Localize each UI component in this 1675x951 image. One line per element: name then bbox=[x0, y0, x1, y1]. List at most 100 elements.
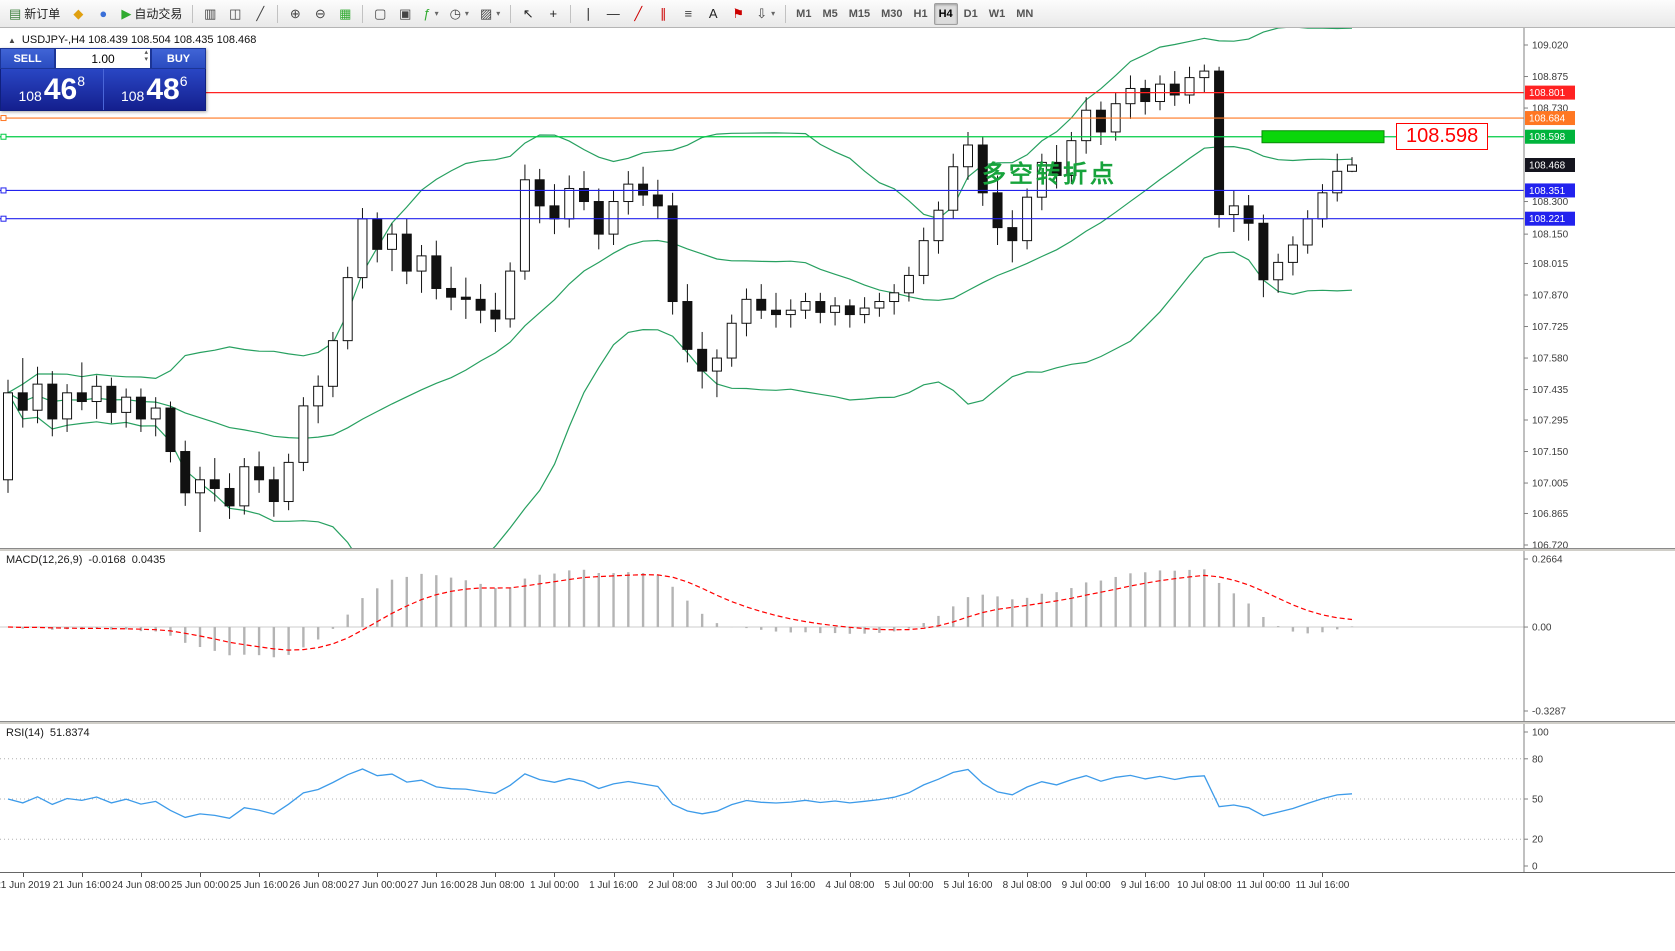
horizontal-line-button[interactable]: — bbox=[601, 3, 625, 25]
time-label: 25 Jun 16:00 bbox=[230, 880, 288, 891]
macd-value-2: 0.0435 bbox=[131, 554, 166, 566]
svg-text:0.2664: 0.2664 bbox=[1532, 555, 1563, 566]
window-separator[interactable] bbox=[0, 721, 1675, 724]
candlestick-mode-button[interactable]: ◫ bbox=[223, 3, 247, 25]
cascade-windows-button[interactable]: ▢ bbox=[368, 3, 392, 25]
time-label: 25 Jun 00:00 bbox=[171, 880, 229, 891]
volume-value[interactable]: 1.00 bbox=[91, 51, 115, 66]
vertical-line-button[interactable]: ∣ bbox=[576, 3, 600, 25]
time-label: 9 Jul 00:00 bbox=[1061, 880, 1111, 891]
time-tick bbox=[968, 873, 969, 877]
toolbar: ▤ 新订单 ◆ ● ▶ 自动交易 ▥ ◫ ╱ ⊕ ⊖ ▦ ▢ ▣ ƒ ▾ ◷ ▾ ▨ ▾ ↖ + ∣ — ╱ ∥ ≡ A ⚑ ⇩ ▾ M1 M5… bbox=[0, 0, 1675, 28]
autotrading-button[interactable]: ▶ 自动交易 bbox=[116, 3, 187, 25]
templates-button-icon: ▨ bbox=[479, 6, 493, 21]
bar-chart-mode-button[interactable]: ▥ bbox=[198, 3, 222, 25]
macd-chart[interactable]: 0.2664 0.00 -0.3287 bbox=[0, 551, 1675, 721]
time-label: 9 Jul 16:00 bbox=[1120, 880, 1170, 891]
timeframe-m5-label: M5 bbox=[822, 7, 838, 20]
time-axis[interactable]: 21 Jun 2019 21 Jun 16:00 24 Jun 08:00 25 Ju… bbox=[0, 872, 1675, 895]
svg-text:0.00: 0.00 bbox=[1532, 623, 1552, 634]
horizontal-line-button-icon: — bbox=[606, 6, 620, 21]
macd-axis[interactable]: 0.2664 0.00 -0.3287 bbox=[1523, 551, 1675, 721]
window-separator[interactable] bbox=[0, 548, 1675, 551]
timeframe-mn[interactable]: MN bbox=[1011, 3, 1038, 25]
auto-scroll-button[interactable]: ▦ bbox=[333, 3, 357, 25]
macd-label: MACD(12,26,9) -0.0168 0.0435 bbox=[6, 554, 165, 566]
rsi-name: RSI(14) bbox=[6, 727, 44, 739]
rsi-chart[interactable]: 100 80 50 20 0 bbox=[0, 724, 1675, 872]
text-button[interactable]: A bbox=[701, 3, 725, 25]
svg-text:108.468: 108.468 bbox=[1529, 161, 1566, 172]
time-tick bbox=[200, 873, 201, 877]
tile-windows-button[interactable]: ▣ bbox=[393, 3, 417, 25]
cursor-button-icon: ↖ bbox=[522, 6, 534, 21]
mql5-icon-button[interactable]: ◆ bbox=[66, 3, 90, 25]
volume-steppers[interactable]: ▴ ▾ bbox=[144, 49, 148, 63]
fibonacci-button[interactable]: ≡ bbox=[676, 3, 700, 25]
timeframe-w1[interactable]: W1 bbox=[984, 3, 1011, 25]
time-tick bbox=[1204, 873, 1206, 877]
periods-button-dropdown-icon[interactable]: ▾ bbox=[464, 9, 469, 18]
channel-button[interactable]: ∥ bbox=[651, 3, 675, 25]
volume-down-icon[interactable]: ▾ bbox=[144, 56, 148, 63]
timeframe-m1[interactable]: M1 bbox=[791, 3, 816, 25]
time-tick bbox=[436, 873, 438, 877]
price-axis[interactable]: 109.020 108.875 108.730 108.300 108.150 108.0… bbox=[1523, 28, 1675, 548]
arrows-button-dropdown-icon[interactable]: ▾ bbox=[771, 9, 776, 18]
toolbar-separator bbox=[570, 4, 572, 23]
tile-windows-button-icon: ▣ bbox=[399, 6, 412, 21]
bollinger-lower-band bbox=[7, 251, 1353, 548]
main-chart[interactable]: 109.020 108.875 108.730 108.300 108.150 108.0… bbox=[0, 28, 1675, 548]
volume-up-icon[interactable]: ▴ bbox=[144, 49, 148, 56]
timeframe-m15[interactable]: M15 bbox=[844, 3, 875, 25]
symbol-info: ▲ USDJPY-,H4 108.439 108.504 108.435 108… bbox=[8, 34, 256, 46]
community-icon-button[interactable]: ● bbox=[91, 3, 115, 25]
sell-button[interactable]: SELL bbox=[0, 48, 55, 69]
auto-scroll-button-icon: ▦ bbox=[339, 6, 352, 21]
highlight-rectangle[interactable] bbox=[1261, 130, 1385, 144]
timeframe-m30[interactable]: M30 bbox=[876, 3, 907, 25]
svg-text:107.150: 107.150 bbox=[1532, 447, 1569, 458]
timeframe-m30-label: M30 bbox=[881, 7, 903, 20]
rsi-axis[interactable]: 100 80 50 20 0 bbox=[1523, 724, 1675, 872]
crosshair-button[interactable]: + bbox=[541, 3, 565, 25]
indicators-button-dropdown-icon[interactable]: ▾ bbox=[434, 9, 439, 18]
toolbar-separator bbox=[362, 4, 364, 23]
line-chart-mode-button[interactable]: ╱ bbox=[248, 3, 272, 25]
periods-button-icon: ◷ bbox=[449, 6, 461, 21]
zoom-in-button[interactable]: ⊕ bbox=[283, 3, 307, 25]
templates-button[interactable]: ▨ ▾ bbox=[475, 3, 505, 25]
svg-text:107.005: 107.005 bbox=[1532, 479, 1569, 490]
collapse-panel-icon[interactable]: ▲ bbox=[8, 35, 16, 45]
indicators-button[interactable]: ƒ ▾ bbox=[418, 3, 443, 25]
time-tick bbox=[377, 873, 379, 877]
sell-price[interactable]: 108 46 8 bbox=[1, 69, 103, 110]
zoom-out-button[interactable]: ⊖ bbox=[308, 3, 332, 25]
rsi-line bbox=[7, 768, 1353, 819]
new-order-button-label: 新订单 bbox=[24, 7, 61, 21]
buy-button[interactable]: BUY bbox=[151, 48, 206, 69]
cursor-button[interactable]: ↖ bbox=[516, 3, 540, 25]
time-tick bbox=[849, 873, 851, 877]
periods-button[interactable]: ◷ ▾ bbox=[445, 3, 474, 25]
trendline-button[interactable]: ╱ bbox=[626, 3, 650, 25]
label-button[interactable]: ⚑ bbox=[726, 3, 750, 25]
macd-plot bbox=[0, 569, 1524, 658]
timeframe-m5[interactable]: M5 bbox=[817, 3, 842, 25]
sell-price-big: 46 bbox=[43, 72, 78, 106]
new-order-button[interactable]: ▤ 新订单 bbox=[4, 3, 65, 25]
volume-field[interactable]: 1.00 ▴ ▾ bbox=[55, 48, 151, 69]
indicators-button-icon: ƒ bbox=[423, 6, 431, 21]
timeframe-m1-label: M1 bbox=[796, 7, 812, 20]
rsi-plot bbox=[0, 758, 1524, 840]
timeframe-h4[interactable]: H4 bbox=[933, 2, 958, 25]
svg-text:108.351: 108.351 bbox=[1529, 186, 1566, 197]
plot-area[interactable] bbox=[0, 28, 1524, 548]
templates-button-dropdown-icon[interactable]: ▾ bbox=[496, 9, 501, 18]
timeframe-d1[interactable]: D1 bbox=[959, 3, 983, 25]
timeframe-h1[interactable]: H1 bbox=[909, 3, 933, 25]
arrows-button[interactable]: ⇩ ▾ bbox=[751, 3, 780, 25]
time-label: 26 Jun 08:00 bbox=[289, 880, 348, 891]
buy-price[interactable]: 108 48 6 bbox=[104, 69, 206, 110]
